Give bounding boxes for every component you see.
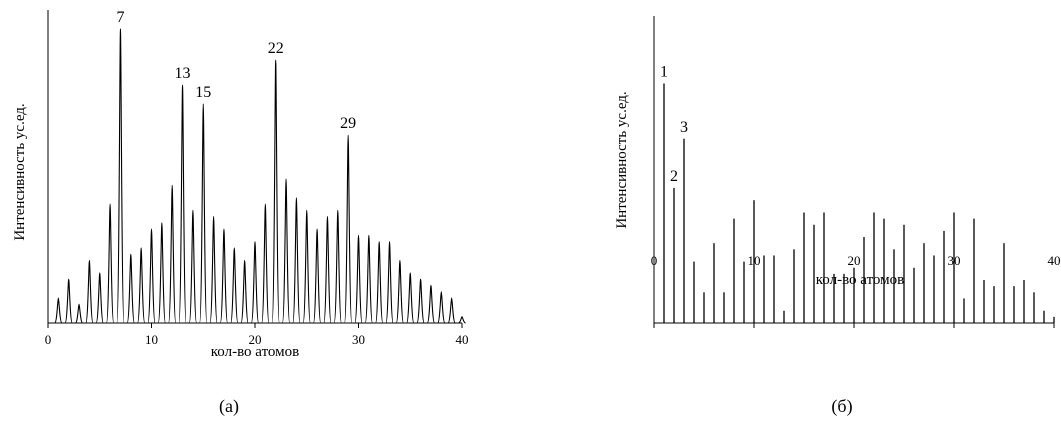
peak-a-26: [312, 228, 322, 324]
peak-a-38: [437, 291, 446, 324]
chart-panel-b: 0 10 20 30 40 123 кол-во атомов Интенсивност…: [614, 16, 1061, 417]
series-peaks-b: [663, 83, 1055, 323]
peak-a-9: [137, 247, 146, 324]
x-tick-label-b: 0: [651, 253, 658, 268]
x-ticks-a: 0 10 20 30 40: [45, 323, 469, 347]
peak-a-35: [406, 272, 415, 324]
x-tick-label-a: 10: [145, 332, 158, 347]
peak-a-16: [209, 216, 218, 324]
peak-a-17: [219, 228, 229, 324]
peak-a-27: [323, 216, 332, 324]
peak-a-36: [416, 278, 425, 324]
peak-label-b-1: 1: [660, 64, 668, 81]
peak-a-12: [168, 184, 177, 324]
peak-a-24: [292, 197, 301, 324]
peak-a-31: [364, 234, 373, 324]
peak-a-15: [199, 103, 208, 324]
peak-a-20: [250, 241, 260, 324]
peak-a-22: [271, 59, 280, 324]
peak-a-19: [240, 259, 249, 324]
peak-a-30: [354, 234, 363, 324]
panel-label-b: (б): [831, 396, 852, 417]
x-tick-label-a: 0: [45, 332, 52, 347]
series-peaks-a: [54, 28, 466, 324]
x-tick-label-b: 40: [1048, 253, 1061, 268]
peak-a-6: [105, 203, 115, 324]
peak-label-b-2: 2: [670, 168, 678, 185]
y-axis-title-a: Интенсивность ус.ед.: [12, 103, 28, 240]
peak-a-33: [385, 241, 394, 324]
peak-a-28: [333, 209, 342, 324]
peak-a-25: [302, 209, 311, 324]
peak-label-a-13: 13: [175, 65, 191, 82]
peak-a-37: [426, 284, 436, 324]
panel-label-a: (а): [219, 396, 239, 417]
peak-a-34: [395, 259, 405, 324]
peak-label-a-22: 22: [268, 40, 284, 57]
x-tick-label-a: 20: [249, 332, 262, 347]
peak-a-14: [188, 209, 198, 324]
x-axis-title-a: кол-во атомов: [211, 344, 299, 360]
peak-a-13: [178, 84, 187, 324]
peak-label-b-3: 3: [680, 119, 688, 136]
peak-a-21: [261, 203, 270, 324]
x-tick-label-a: 30: [352, 332, 365, 347]
peak-a-4: [85, 259, 94, 324]
peak-a-40: [458, 316, 466, 324]
y-axis-title-b: Интенсивность ус.ед.: [614, 91, 630, 228]
peak-a-32: [375, 241, 384, 324]
x-ticks-b: 0 10 20 30 40: [651, 253, 1061, 328]
peak-a-10: [147, 228, 156, 324]
peak-a-3: [74, 303, 84, 324]
x-tick-label-a: 40: [456, 332, 469, 347]
peak-a-1: [54, 297, 63, 324]
peak-a-5: [95, 272, 104, 324]
peak-a-8: [126, 253, 135, 324]
x-axis-title-b: кол-во атомов: [816, 272, 904, 288]
peak-a-7: [116, 28, 125, 324]
peak-a-23: [281, 178, 291, 324]
peak-a-29: [344, 134, 353, 324]
x-tick-label-b: 20: [848, 253, 861, 268]
peak-label-a-29: 29: [340, 115, 356, 132]
peak-a-2: [64, 278, 73, 324]
peak-a-18: [230, 247, 239, 324]
peak-a-11: [157, 222, 166, 324]
peak-label-a-15: 15: [195, 84, 211, 101]
peak-a-39: [447, 297, 456, 324]
peak-label-a-7: 7: [116, 9, 124, 26]
peak-labels-b: 1 2 3: [660, 64, 688, 185]
